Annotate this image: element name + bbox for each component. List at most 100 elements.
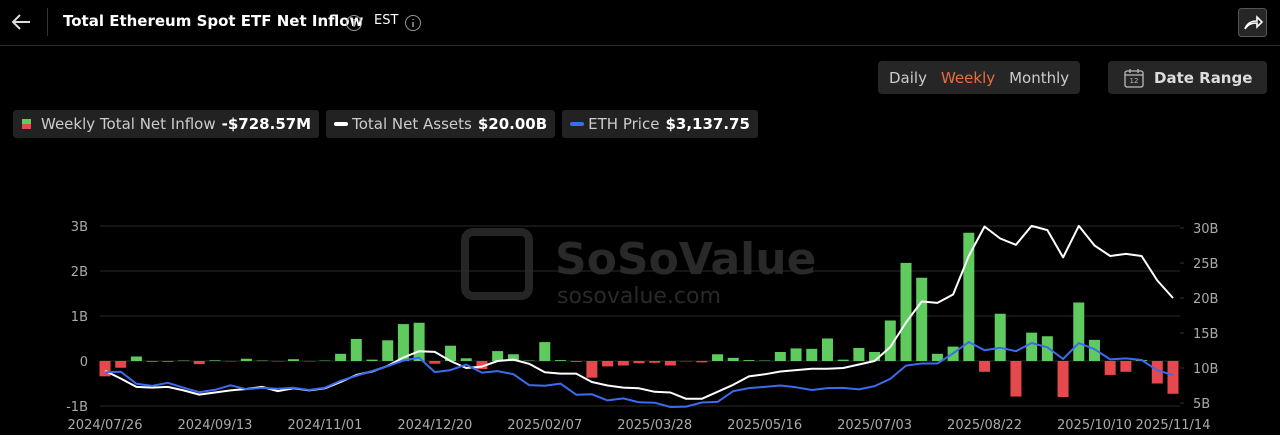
date-range-label: Date Range [1154, 68, 1253, 87]
bar [1010, 361, 1022, 397]
legend-item[interactable]: Weekly Total Net Inflow -$728.57M [13, 110, 320, 138]
bar [413, 322, 425, 361]
interval-button[interactable]: Weekly [940, 68, 996, 87]
y-tick-label: 2B [71, 265, 88, 280]
bar [429, 361, 441, 364]
y2-tick-label: 10B [1193, 362, 1218, 377]
calendar-day: 12 [1130, 77, 1139, 85]
watermark-logo [461, 228, 533, 300]
y2-tick-label: 20B [1193, 292, 1218, 307]
line [104, 224, 1174, 400]
y-tick-label: -1B [66, 400, 88, 415]
bar [649, 361, 661, 363]
bar [696, 361, 708, 363]
y-tick-label: 1B [71, 310, 88, 325]
bar [382, 340, 394, 361]
date-range-button[interactable]: 12 Date Range [1108, 61, 1267, 94]
bar [1167, 361, 1179, 394]
legend-marker [570, 122, 585, 126]
bar [240, 358, 252, 361]
bar [774, 352, 786, 361]
bar [287, 359, 299, 361]
bar [115, 361, 127, 368]
x-tick-label: 2025/08/22 [947, 418, 1022, 433]
watermark-brand: SoSoValue [555, 234, 816, 285]
watermark-url: sosovalue.com [557, 284, 721, 309]
bar [1120, 361, 1132, 372]
legend-value: $20.00B [477, 115, 548, 133]
bar [507, 354, 519, 361]
legend-swatch [334, 122, 349, 126]
bar [994, 313, 1006, 361]
bar [492, 351, 504, 361]
bar [900, 262, 912, 361]
bar [853, 347, 865, 361]
y2-tick-label: 25B [1193, 257, 1218, 272]
x-tick-label: 2025/10/10 [1057, 418, 1132, 433]
legend-label: Total Net Assets [352, 115, 472, 133]
bar [884, 320, 896, 361]
bar [476, 361, 488, 370]
bar [209, 360, 221, 361]
bar [664, 361, 676, 366]
line [104, 341, 1174, 408]
legend-item[interactable]: Total Net Assets $20.00B [326, 110, 556, 138]
bar [397, 324, 409, 361]
bar [162, 361, 174, 362]
legend-swatch [570, 122, 585, 126]
x-tick-label: 2024/07/26 [68, 418, 143, 433]
info-icon[interactable] [345, 14, 363, 32]
info-icon[interactable] [404, 14, 422, 32]
x-tick-label: 2025/03/28 [617, 418, 692, 433]
x-tick-label: 2025/11/14 [1136, 418, 1211, 433]
bar [1026, 332, 1038, 361]
y2-tick-label: 5B [1193, 397, 1210, 412]
interval-button[interactable]: Daily [889, 68, 927, 87]
calendar-icon: 12 [1124, 68, 1144, 88]
x-tick-label: 2024/12/20 [397, 418, 472, 433]
x-tick-label: 2024/11/01 [287, 418, 362, 433]
bar [366, 359, 378, 361]
bar [586, 361, 598, 378]
y2-tick-label: 30B [1193, 222, 1218, 237]
bar [743, 360, 755, 361]
bar [602, 361, 614, 367]
x-tick-label: 2025/07/03 [837, 418, 912, 433]
legend-value: $3,137.75 [665, 115, 750, 133]
legend-item[interactable]: ETH Price $3,137.75 [562, 110, 758, 138]
back-button[interactable] [10, 12, 32, 32]
legend-swatch [22, 124, 31, 129]
bar [790, 348, 802, 361]
bar [554, 360, 566, 361]
bar [712, 354, 724, 361]
y-tick-label: 0 [80, 355, 88, 370]
interval-button[interactable]: Monthly [1009, 68, 1070, 87]
share-button[interactable] [1238, 8, 1267, 37]
interval-selector: Daily Weekly Monthly [878, 61, 1081, 94]
legend-label: Weekly Total Net Inflow [41, 115, 216, 133]
bar [460, 358, 472, 361]
bar [1151, 361, 1163, 384]
bar [869, 352, 881, 361]
bar [931, 353, 943, 361]
legend: Weekly Total Net Inflow -$728.57M Total Ne… [13, 110, 758, 138]
bar [1073, 302, 1085, 361]
legend-marker [22, 119, 31, 129]
x-tick-label: 2025/02/07 [507, 418, 582, 433]
bar [539, 342, 551, 361]
bar [821, 338, 833, 361]
bar [633, 361, 645, 364]
bar [617, 361, 629, 366]
bar [806, 348, 818, 361]
y2-tick-label: 15B [1193, 327, 1218, 342]
bar [146, 361, 158, 362]
legend-value: -$728.57M [221, 115, 312, 133]
bar [335, 353, 347, 361]
bar [193, 361, 205, 365]
bar [99, 361, 111, 377]
bar [837, 359, 849, 361]
bar [445, 345, 457, 361]
